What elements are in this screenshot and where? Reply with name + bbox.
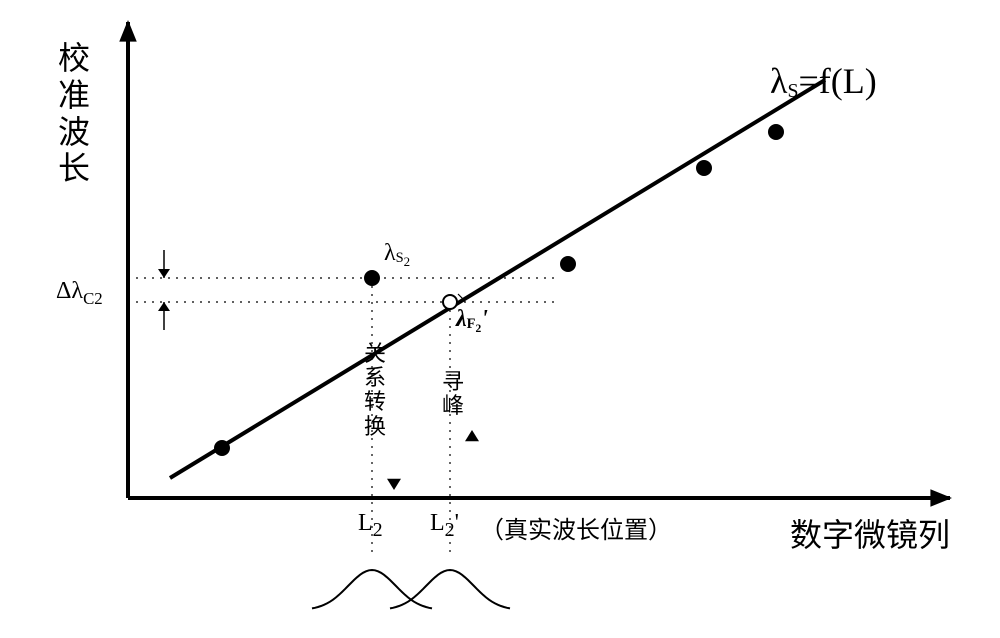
lf2-post: ' <box>481 306 488 332</box>
lf2-sub2: 2 <box>475 323 481 335</box>
lambda-f2-label: λF2' <box>456 306 488 333</box>
relation-text: 关系转换 <box>364 342 386 439</box>
ls2-pre: λ <box>384 240 396 266</box>
l2p-text: L <box>430 510 445 536</box>
relation-convert-label: 关系转换 <box>364 342 386 439</box>
l2p-sub: 2 <box>445 519 455 541</box>
l2-text: L <box>358 510 373 536</box>
x-axis-label: 数字微镜列 <box>790 510 950 556</box>
x-axis-label-text: 数字微镜列 <box>790 517 950 553</box>
peak-find-label: 寻峰 <box>442 370 464 418</box>
delta-pre: Δλ <box>56 278 83 304</box>
delta-sub: C2 <box>83 289 103 308</box>
equation-lambda: λ <box>770 61 787 101</box>
l2p-label: L2' <box>430 510 459 542</box>
delta-lambda-label: ΔλC2 <box>56 278 103 309</box>
lambda-s2-label: λS2 <box>384 240 410 267</box>
paren-note-text: （真实波长位置） <box>480 518 672 544</box>
equation-rest: =f(L) <box>798 61 876 101</box>
l2p-post: ' <box>455 510 459 536</box>
ls2-sub: S <box>396 250 404 266</box>
peak-text: 寻峰 <box>442 370 464 418</box>
diagram-stage: 校准波长 数字微镜列 λS=f(L) ΔλC2 λS2 λF2' L2 L2' … <box>0 0 1000 638</box>
lf2-pre: λ <box>456 306 467 332</box>
ls2-sub2: 2 <box>404 253 410 268</box>
paren-note: （真实波长位置） <box>480 510 672 545</box>
equation-label: λS=f(L) <box>770 60 877 102</box>
l2-label: L2 <box>358 510 383 542</box>
y-axis-label: 校准波长 <box>58 40 90 187</box>
l2-sub: 2 <box>373 519 383 541</box>
y-axis-label-text: 校准波长 <box>58 40 90 187</box>
equation-sub: S <box>787 80 798 102</box>
